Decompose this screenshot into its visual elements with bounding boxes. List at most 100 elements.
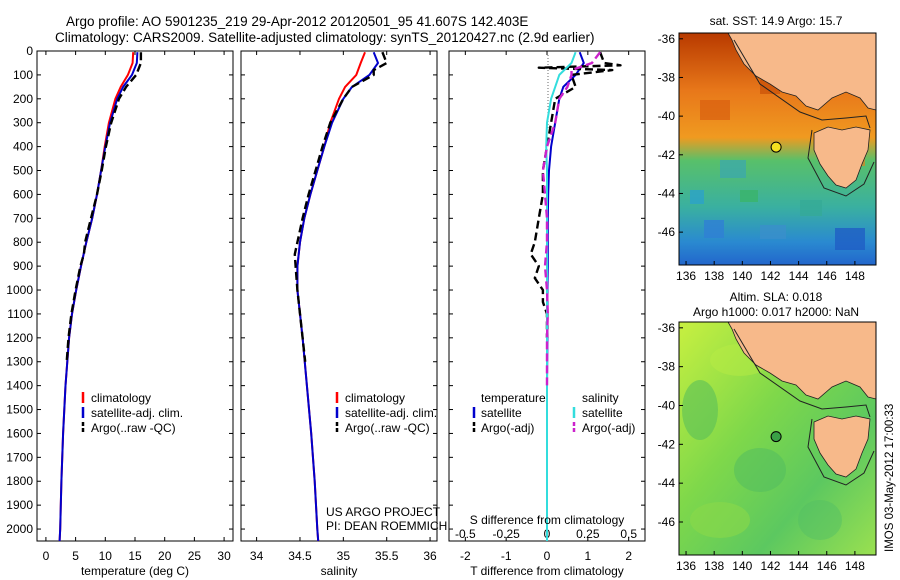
- x-tick-label: 10: [99, 549, 113, 563]
- lat-tick-label: -40: [658, 109, 676, 123]
- depth-tick-label: 400: [13, 140, 33, 154]
- depth-tick-label: 1900: [6, 498, 33, 512]
- depth-tick-label: 500: [13, 164, 33, 178]
- depth-tick-label: 0: [26, 44, 33, 58]
- salinity-panel: 34 34.5 35 35.5 36 salinity climatology sate…: [240, 50, 447, 578]
- sla-map-frame: [678, 321, 877, 556]
- legend-label-s-satellite: satellite: [582, 406, 623, 420]
- sst-map-title: sat. SST: 14.9 Argo: 15.7: [710, 14, 843, 28]
- series-line: [65, 52, 143, 362]
- argo-float-marker: [770, 431, 782, 443]
- lon-tick-label: 144: [789, 559, 809, 573]
- x-tick-label: 1: [584, 549, 591, 563]
- legend-title-temperature: temperature: [481, 391, 546, 405]
- figure-subtitle: Climatology: CARS2009. Satellite-adjuste…: [55, 30, 595, 45]
- x-tick-label: 30: [217, 549, 231, 563]
- lat-tick-label: -44: [658, 186, 676, 200]
- pi-label: PI: DEAN ROEMMICH: [326, 519, 447, 533]
- series-line: [58, 52, 139, 542]
- legend-label-climatology: climatology: [345, 391, 405, 405]
- temperature-series: [58, 52, 143, 542]
- lat-tick-label: -42: [658, 148, 676, 162]
- temperature-panel: 0100200300400500600700800900100011001200…: [6, 44, 234, 578]
- series-line: [293, 51, 388, 362]
- depth-tick-label: 1000: [6, 283, 33, 297]
- x-tick-label: 35: [337, 549, 351, 563]
- depth-tick-label: 600: [13, 187, 33, 201]
- sla-lon-ticks: 136 138 140 142 144 146 148: [676, 551, 865, 573]
- temperature-xlabel: temperature (deg C): [81, 564, 189, 578]
- difference-depth-ticks: [449, 50, 645, 530]
- lon-tick-label: 138: [704, 559, 724, 573]
- salinity-series: [293, 51, 388, 542]
- lon-tick-label: 148: [845, 269, 865, 283]
- depth-ticks: 0 100 200 300 400 500 600 700 800 900 1000 1100 1200…: [6, 44, 233, 536]
- sla-map-title: Altim. SLA: 0.018: [730, 290, 823, 304]
- depth-tick-label: 1500: [6, 403, 33, 417]
- lat-tick-label: -46: [658, 225, 676, 239]
- lat-tick-label: -36: [658, 321, 676, 335]
- legend-label-climatology: climatology: [91, 391, 151, 405]
- x-tick-label: 2: [625, 549, 632, 563]
- sst-lon-ticks: 136 138 140 142 144 146 148: [676, 261, 865, 283]
- x-tick-label: 0: [544, 549, 551, 563]
- s-difference-xlabel: S difference from climatology: [470, 513, 625, 527]
- depth-tick-label: 1400: [6, 379, 33, 393]
- lon-tick-label: 138: [704, 269, 724, 283]
- difference-x-ticks: -2 -1 0 1 2: [460, 51, 632, 563]
- sla-bathymetry-contour: [733, 328, 875, 486]
- x-tick-label: 35.5: [375, 549, 399, 563]
- lon-tick-label: 146: [817, 269, 837, 283]
- argo-float-marker: [770, 141, 782, 153]
- legend-label-satellite: satellite-adj. clim.: [345, 406, 437, 420]
- depth-tick-label: 700: [13, 211, 33, 225]
- difference-legend: temperature satellite Argo(-adj) salinit…: [472, 391, 635, 435]
- legend-label-s-argo: Argo(-adj): [582, 421, 635, 435]
- x-tick-label: 36: [423, 549, 437, 563]
- lat-tick-label: -42: [658, 437, 676, 451]
- sla-lat-ticks: -36 -38 -40 -42 -44 -46: [658, 321, 683, 529]
- depth-tick-label: 300: [13, 116, 33, 130]
- lat-tick-label: -36: [658, 32, 676, 46]
- series-line: [529, 51, 622, 338]
- lon-tick-label: 144: [789, 269, 809, 283]
- s-tick-label: 0.5: [620, 527, 637, 541]
- salinity-xlabel: salinity: [321, 564, 358, 578]
- depth-tick-label: 1800: [6, 474, 33, 488]
- imos-timestamp: IMOS 03-May-2012 17:00:33: [884, 404, 896, 552]
- s-tick-label: 0.25: [576, 527, 600, 541]
- series-line: [545, 51, 577, 541]
- lon-tick-label: 140: [732, 269, 752, 283]
- x-tick-label: 20: [158, 549, 172, 563]
- sla-field-texture: [682, 344, 842, 540]
- depth-tick-label: 100: [13, 68, 33, 82]
- temperature-legend: climatology satellite-adj. clim. Argo(..…: [81, 391, 183, 435]
- lon-tick-label: 136: [676, 269, 696, 283]
- legend-label-t-argo: Argo(-adj): [481, 421, 534, 435]
- project-label: US ARGO PROJECT: [326, 505, 441, 519]
- x-tick-label: 34.5: [288, 549, 312, 563]
- legend-title-salinity: salinity: [582, 391, 619, 405]
- t-difference-xlabel: T difference from climatology: [470, 564, 624, 578]
- lon-tick-label: 140: [732, 559, 752, 573]
- temperature-axes: [36, 50, 234, 542]
- difference-s-ticks: -0.5 -0.25 0 0.25 0.5: [455, 527, 637, 541]
- lon-tick-label: 148: [845, 559, 865, 573]
- s-tick-label: -0.25: [492, 527, 520, 541]
- series-line: [541, 51, 602, 386]
- lon-tick-label: 136: [676, 559, 696, 573]
- difference-series: [529, 51, 622, 541]
- temperature-x-ticks: 0 5 10 15 20 25 30: [43, 51, 231, 563]
- mainland-land: [727, 321, 877, 400]
- sst-bathymetry-contour: [733, 39, 875, 197]
- s-tick-label: -0.5: [455, 527, 476, 541]
- lat-tick-label: -44: [658, 476, 676, 490]
- series-line: [296, 51, 379, 542]
- x-tick-label: -1: [501, 549, 512, 563]
- figure-title: Argo profile: AO 5901235_219 29-Apr-2012…: [66, 14, 528, 29]
- salinity-legend: climatology satellite-adj. clim. Argo(..…: [335, 391, 437, 435]
- lat-tick-label: -40: [658, 398, 676, 412]
- depth-tick-label: 1600: [6, 426, 33, 440]
- sst-lat-ticks: -36 -38 -40 -42 -44 -46: [658, 32, 683, 239]
